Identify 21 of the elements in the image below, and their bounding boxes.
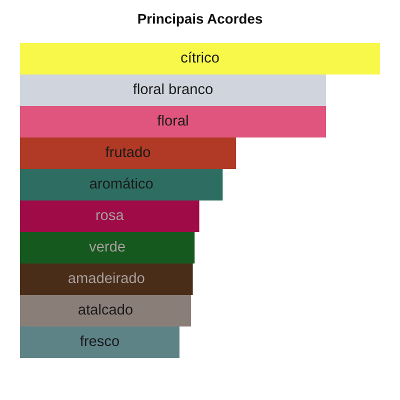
y-tick-label: frutado <box>106 146 150 158</box>
y-tick-label: floral <box>157 114 188 126</box>
bar <box>20 43 380 74</box>
y-tick-label: amadeirado <box>68 272 144 284</box>
y-tick-label: aromático <box>90 178 153 189</box>
bar <box>20 295 191 326</box>
bar <box>20 326 180 358</box>
bar <box>20 106 326 138</box>
y-tick-label: atalcado <box>78 304 132 315</box>
bar <box>20 232 195 264</box>
bar <box>20 74 326 106</box>
y-tick-label: fresco <box>80 335 119 346</box>
y-tick-label: rosa <box>96 212 124 220</box>
y-tick-label: cítrico <box>181 52 219 63</box>
y-tick-label: floral branco <box>133 83 213 94</box>
bar <box>20 138 236 169</box>
bar <box>20 264 193 295</box>
y-tick-label: verde <box>89 240 125 252</box>
chart-title: Principais Acordes <box>138 14 262 26</box>
bar <box>20 169 223 200</box>
bar <box>20 200 200 232</box>
